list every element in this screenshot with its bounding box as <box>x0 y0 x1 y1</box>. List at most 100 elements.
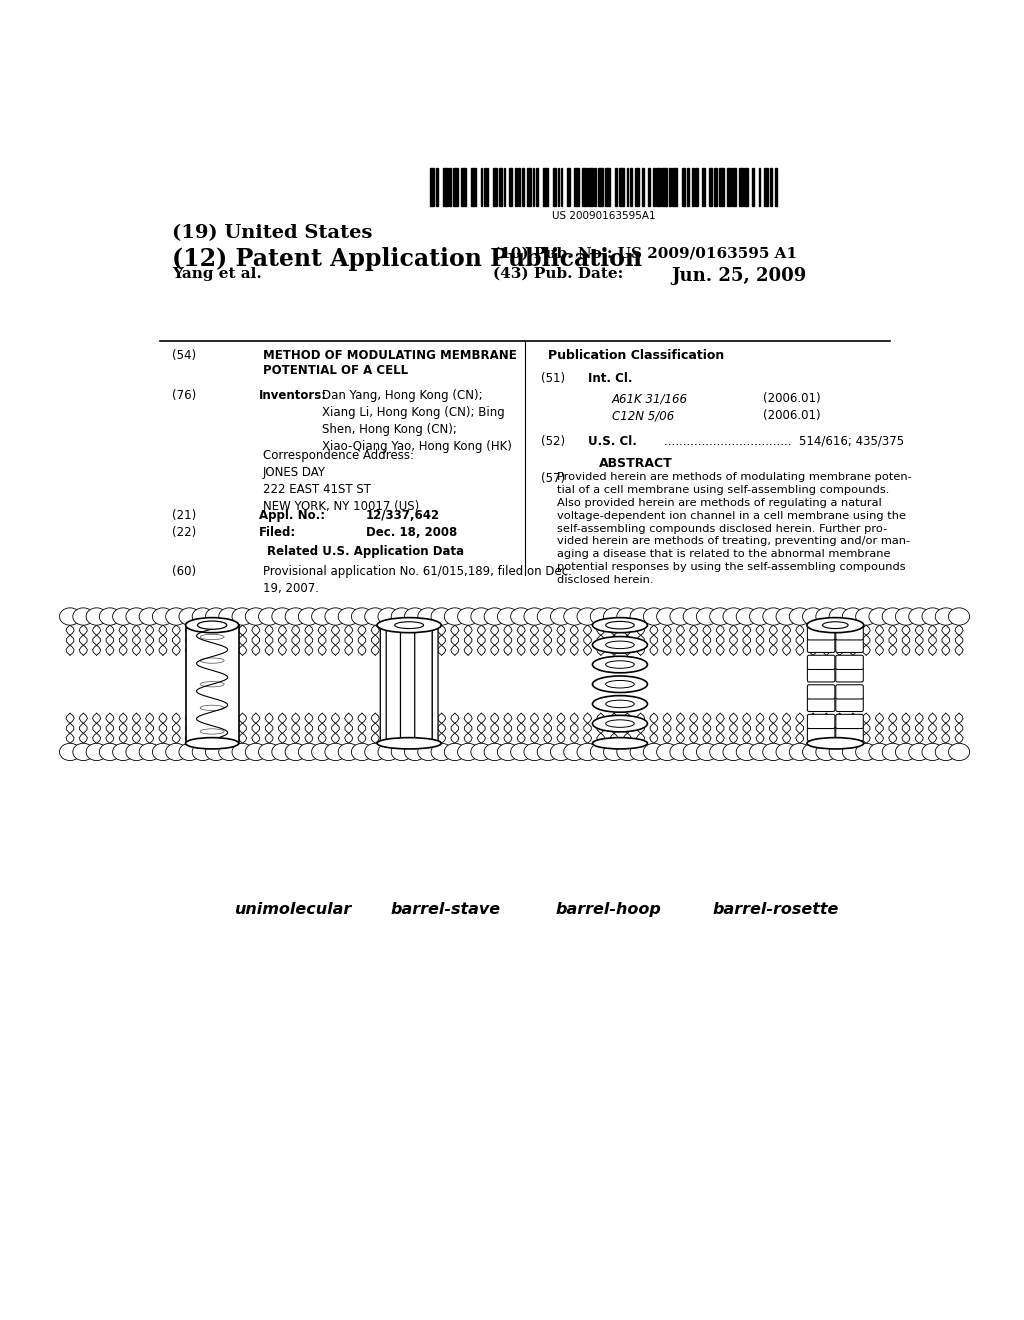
FancyBboxPatch shape <box>836 626 863 640</box>
Circle shape <box>404 743 426 760</box>
Bar <box>642 168 644 206</box>
Text: (60): (60) <box>172 565 196 578</box>
Text: Dec. 18, 2008: Dec. 18, 2008 <box>367 527 458 540</box>
Circle shape <box>590 607 611 626</box>
Circle shape <box>935 607 956 626</box>
Circle shape <box>564 607 585 626</box>
FancyBboxPatch shape <box>380 623 397 746</box>
Circle shape <box>736 607 758 626</box>
Circle shape <box>922 607 943 626</box>
Circle shape <box>524 607 545 626</box>
FancyBboxPatch shape <box>807 714 835 729</box>
Bar <box>656 168 660 206</box>
Bar <box>537 168 539 206</box>
Circle shape <box>206 607 226 626</box>
Ellipse shape <box>394 622 424 628</box>
Bar <box>553 168 556 206</box>
Circle shape <box>776 743 797 760</box>
Bar <box>436 168 438 206</box>
Circle shape <box>710 743 731 760</box>
FancyBboxPatch shape <box>836 685 863 700</box>
Ellipse shape <box>377 618 441 632</box>
Ellipse shape <box>593 676 647 693</box>
Circle shape <box>59 743 81 760</box>
Text: Yang et al.: Yang et al. <box>172 267 261 281</box>
Circle shape <box>803 607 823 626</box>
Bar <box>682 168 685 206</box>
Text: (2006.01): (2006.01) <box>763 392 820 405</box>
Bar <box>714 168 717 206</box>
Circle shape <box>139 743 160 760</box>
Text: A61K 31/166: A61K 31/166 <box>612 392 688 405</box>
Ellipse shape <box>200 635 224 640</box>
Circle shape <box>219 743 240 760</box>
Bar <box>635 168 639 206</box>
Bar <box>462 168 466 206</box>
FancyBboxPatch shape <box>386 623 403 746</box>
Circle shape <box>603 607 625 626</box>
Circle shape <box>258 607 280 626</box>
Circle shape <box>271 607 293 626</box>
Ellipse shape <box>185 738 239 748</box>
FancyBboxPatch shape <box>386 623 403 746</box>
Circle shape <box>736 743 758 760</box>
Circle shape <box>179 743 200 760</box>
Bar <box>732 168 736 206</box>
Circle shape <box>153 607 173 626</box>
Bar <box>618 168 624 206</box>
Circle shape <box>166 743 186 760</box>
FancyBboxPatch shape <box>836 638 863 652</box>
Ellipse shape <box>593 696 647 713</box>
Bar <box>558 168 559 206</box>
Bar <box>588 168 593 206</box>
Ellipse shape <box>605 719 634 727</box>
Circle shape <box>895 743 916 760</box>
Bar <box>672 168 677 206</box>
Bar <box>509 168 512 206</box>
Circle shape <box>471 743 492 760</box>
Bar <box>582 168 587 206</box>
Circle shape <box>338 743 359 760</box>
Text: (43) Pub. Date:: (43) Pub. Date: <box>494 267 624 281</box>
Bar <box>449 168 451 206</box>
Circle shape <box>869 743 890 760</box>
Bar <box>499 168 503 206</box>
Text: Int. Cl.: Int. Cl. <box>588 372 633 385</box>
Ellipse shape <box>200 657 224 663</box>
FancyBboxPatch shape <box>836 697 863 711</box>
Bar <box>504 168 505 206</box>
Bar <box>573 168 579 206</box>
Circle shape <box>258 743 280 760</box>
Text: C12N 5/06: C12N 5/06 <box>612 409 675 422</box>
Circle shape <box>232 743 253 760</box>
Bar <box>543 168 548 206</box>
Text: METHOD OF MODULATING MEMBRANE
POTENTIAL OF A CELL: METHOD OF MODULATING MEMBRANE POTENTIAL … <box>263 350 517 378</box>
FancyBboxPatch shape <box>400 623 418 746</box>
Circle shape <box>311 743 333 760</box>
Circle shape <box>99 607 121 626</box>
Circle shape <box>696 743 718 760</box>
Bar <box>487 168 488 206</box>
Circle shape <box>643 743 665 760</box>
Circle shape <box>365 607 386 626</box>
Circle shape <box>869 607 890 626</box>
Bar <box>518 168 520 206</box>
Circle shape <box>113 743 134 760</box>
Text: Inventors:: Inventors: <box>259 389 327 403</box>
Circle shape <box>551 743 571 760</box>
Circle shape <box>750 607 771 626</box>
Ellipse shape <box>605 622 634 628</box>
Text: (76): (76) <box>172 389 196 403</box>
Circle shape <box>551 607 571 626</box>
Circle shape <box>577 743 598 760</box>
Circle shape <box>577 607 598 626</box>
Circle shape <box>908 607 930 626</box>
Bar <box>566 168 570 206</box>
Ellipse shape <box>593 618 647 632</box>
FancyBboxPatch shape <box>807 727 835 741</box>
Circle shape <box>683 743 705 760</box>
Bar <box>770 168 772 206</box>
Circle shape <box>843 607 863 626</box>
Circle shape <box>856 607 877 626</box>
Circle shape <box>246 607 266 626</box>
